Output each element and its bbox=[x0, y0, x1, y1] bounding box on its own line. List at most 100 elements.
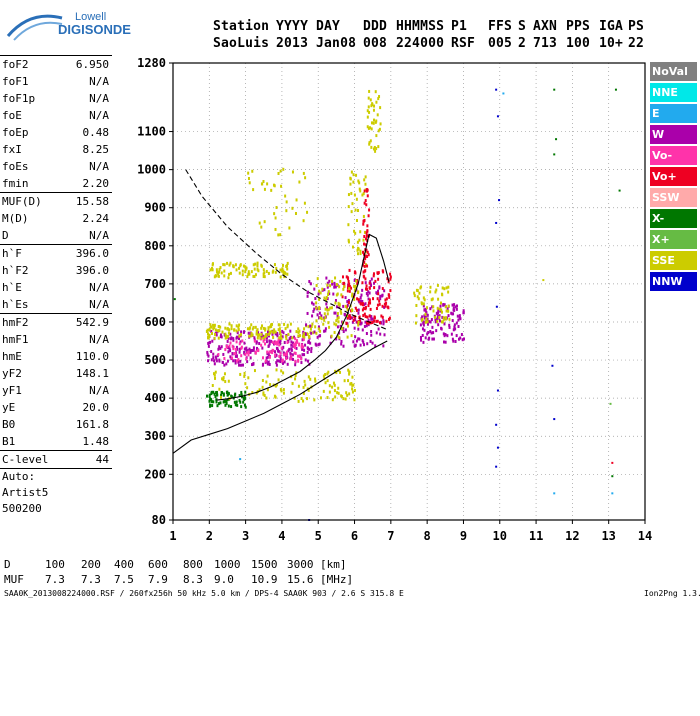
echo-point bbox=[553, 153, 556, 156]
echo-point bbox=[238, 398, 241, 402]
echo-point bbox=[318, 334, 321, 338]
echo-point bbox=[451, 303, 454, 307]
echo-point bbox=[306, 294, 309, 298]
echo-point bbox=[348, 372, 351, 376]
echo-point bbox=[361, 303, 364, 307]
echo-point bbox=[263, 393, 266, 397]
x-tick-label: 8 bbox=[424, 529, 431, 543]
echo-point bbox=[323, 316, 326, 320]
echo-point bbox=[367, 290, 370, 294]
echo-point bbox=[373, 319, 376, 323]
echo-point bbox=[451, 337, 454, 341]
header-label: HHMMSS bbox=[396, 19, 445, 34]
echo-point bbox=[322, 374, 325, 378]
echo-point bbox=[304, 383, 307, 387]
echo-point bbox=[248, 327, 251, 331]
echo-point bbox=[362, 250, 365, 254]
echo-point bbox=[286, 362, 289, 366]
echo-point bbox=[285, 209, 288, 213]
echo-point bbox=[242, 264, 245, 268]
param-row-md: M(D) 2.24 bbox=[0, 210, 112, 227]
echo-point bbox=[253, 339, 256, 343]
echo-point bbox=[495, 465, 498, 468]
echo-point bbox=[346, 335, 349, 339]
echo-point bbox=[368, 291, 371, 295]
echo-point bbox=[425, 310, 428, 314]
echo-point bbox=[335, 319, 338, 323]
divider bbox=[0, 468, 112, 469]
echo-point bbox=[207, 344, 210, 348]
echo-point bbox=[250, 323, 253, 327]
echo-point bbox=[223, 263, 226, 267]
echo-point bbox=[447, 309, 450, 313]
echo-point bbox=[353, 193, 356, 197]
echo-point bbox=[264, 327, 267, 331]
echo-point bbox=[329, 306, 332, 310]
echo-point bbox=[358, 319, 361, 323]
echo-point bbox=[215, 390, 218, 394]
echo-point bbox=[210, 392, 213, 396]
y-tick-label: 80 bbox=[152, 513, 166, 527]
echo-point bbox=[421, 315, 424, 319]
echo-point bbox=[307, 290, 310, 294]
echo-point bbox=[330, 306, 333, 310]
param-name: foF1p bbox=[2, 92, 36, 105]
echo-point bbox=[275, 341, 278, 345]
echo-point bbox=[312, 309, 315, 313]
echo-point bbox=[445, 286, 448, 290]
echo-point bbox=[254, 351, 257, 355]
echo-point bbox=[434, 317, 437, 321]
echo-point bbox=[495, 423, 498, 426]
echo-point bbox=[326, 283, 329, 287]
echo-point bbox=[459, 336, 462, 340]
echo-point bbox=[217, 402, 220, 406]
echo-point bbox=[215, 359, 218, 363]
echo-point bbox=[370, 330, 373, 334]
echo-point bbox=[364, 315, 367, 319]
header-label: DAY bbox=[316, 19, 341, 34]
echo-point bbox=[279, 355, 282, 359]
echo-point bbox=[423, 308, 426, 312]
echo-point bbox=[294, 377, 297, 381]
echo-point bbox=[366, 250, 369, 254]
echo-point bbox=[438, 315, 441, 319]
echo-point bbox=[307, 375, 310, 379]
echo-point bbox=[287, 349, 290, 353]
echo-point bbox=[353, 398, 356, 402]
echo-point bbox=[315, 306, 318, 310]
header-label: PS bbox=[628, 19, 645, 34]
echo-point bbox=[369, 98, 372, 102]
echo-point bbox=[348, 285, 351, 289]
echo-point bbox=[301, 343, 304, 347]
echo-point bbox=[355, 197, 358, 201]
echo-point bbox=[363, 264, 366, 268]
echo-point bbox=[424, 307, 427, 311]
echo-point bbox=[356, 248, 359, 252]
echo-point bbox=[431, 325, 434, 329]
echo-point bbox=[291, 206, 294, 210]
echo-point bbox=[294, 363, 297, 367]
echo-point bbox=[353, 326, 356, 330]
echo-point bbox=[210, 331, 213, 335]
echo-point bbox=[362, 270, 365, 274]
echo-point bbox=[289, 322, 292, 326]
echo-point bbox=[236, 347, 239, 351]
echo-point bbox=[357, 252, 360, 256]
echo-point bbox=[318, 297, 321, 301]
echo-point bbox=[349, 176, 352, 180]
echo-point bbox=[351, 387, 354, 391]
echo-point bbox=[239, 340, 242, 344]
echo-point bbox=[340, 342, 343, 346]
echo-point bbox=[219, 266, 222, 270]
echo-point bbox=[502, 92, 505, 95]
echo-point bbox=[426, 332, 429, 336]
echo-point bbox=[318, 289, 321, 293]
echo-point bbox=[207, 336, 210, 340]
echo-point bbox=[311, 314, 314, 318]
echo-point bbox=[329, 341, 332, 345]
echo-point bbox=[225, 401, 228, 405]
echo-point bbox=[361, 328, 364, 332]
echo-point bbox=[361, 288, 364, 292]
echo-point bbox=[238, 271, 241, 275]
echo-point bbox=[244, 347, 247, 351]
